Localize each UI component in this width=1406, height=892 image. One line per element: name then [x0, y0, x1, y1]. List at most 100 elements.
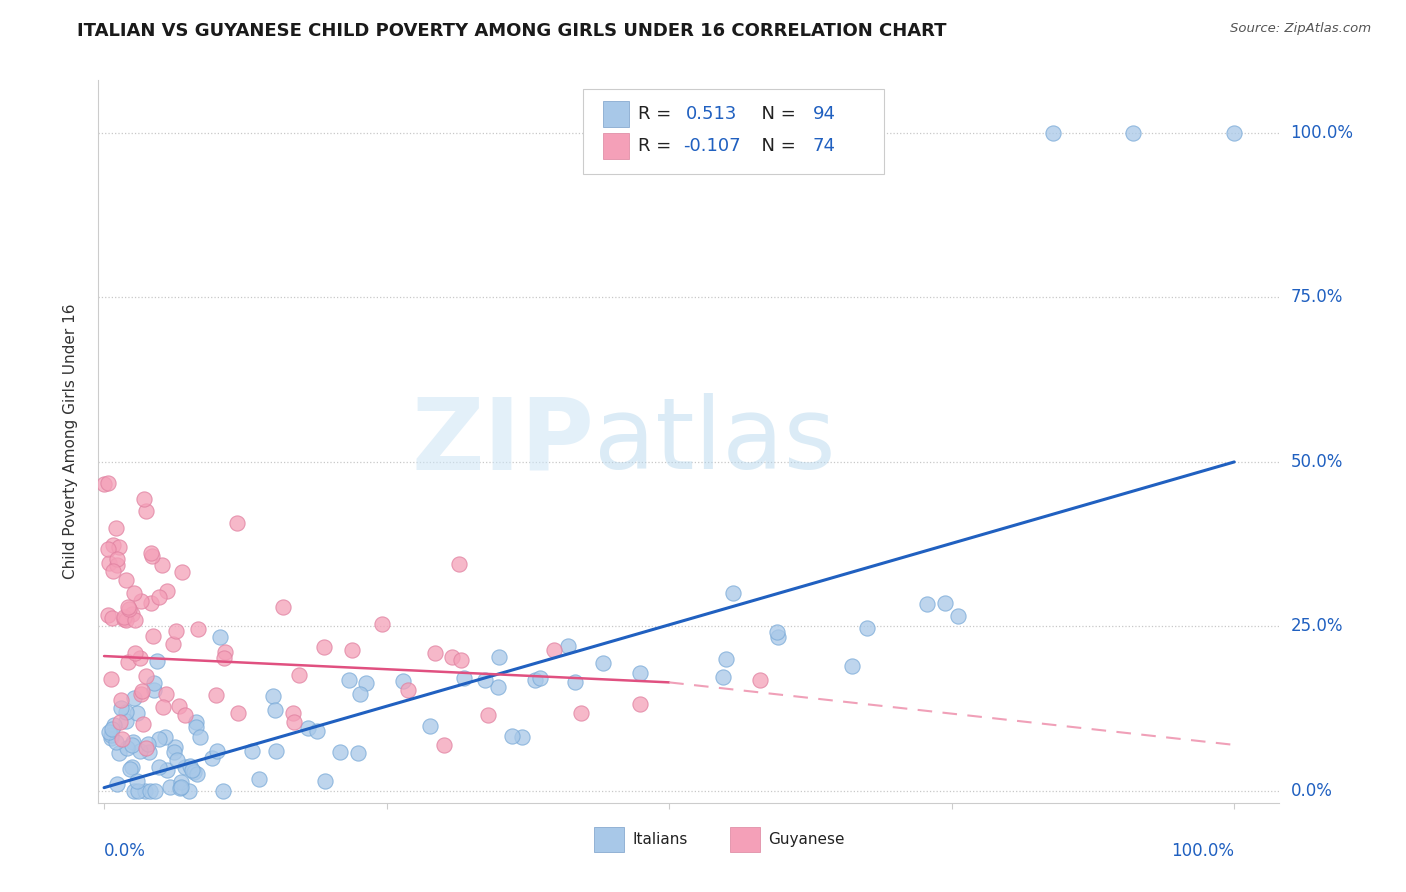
Point [948, 608, 970, 623]
Point [129, 651, 152, 665]
Point [153, 731, 176, 745]
Point [186, 766, 208, 780]
Text: N =: N = [751, 137, 801, 155]
Point [128, 744, 150, 758]
Point [419, 719, 441, 733]
Point [138, 738, 160, 752]
FancyBboxPatch shape [603, 133, 628, 159]
Point [121, 607, 143, 621]
Point [132, 491, 155, 506]
Point [314, 774, 336, 789]
Point [100, 731, 122, 745]
Point [105, 558, 128, 572]
Text: Source: ZipAtlas.com: Source: ZipAtlas.com [1230, 22, 1371, 36]
Point [110, 693, 132, 707]
Point [208, 630, 231, 644]
Point [111, 731, 134, 746]
FancyBboxPatch shape [595, 828, 624, 852]
Point [283, 714, 305, 729]
Point [101, 722, 124, 736]
Point [135, 504, 157, 518]
Point [167, 699, 190, 714]
Point [170, 780, 193, 794]
Point [110, 715, 132, 730]
Point [173, 760, 195, 774]
Point [917, 597, 939, 611]
Text: atlas: atlas [595, 393, 837, 490]
Text: 100.0%: 100.0% [1291, 124, 1354, 142]
Point [127, 774, 149, 789]
Point [124, 614, 146, 628]
Point [162, 637, 184, 651]
Point [100, 728, 122, 742]
Point [205, 688, 228, 702]
Point [131, 683, 153, 698]
Point [107, 552, 129, 566]
FancyBboxPatch shape [603, 101, 628, 128]
Point [271, 600, 294, 615]
Point [337, 673, 360, 688]
Point [347, 747, 370, 761]
Point [112, 609, 135, 624]
Point [124, 691, 146, 706]
Point [148, 591, 170, 605]
Point [340, 642, 363, 657]
Point [225, 516, 247, 531]
Text: R =: R = [638, 137, 678, 155]
Point [108, 541, 131, 555]
Point [165, 624, 187, 638]
Text: 75.0%: 75.0% [1291, 288, 1343, 307]
Point [117, 599, 139, 614]
Point [187, 623, 209, 637]
Point [135, 669, 157, 683]
Point [529, 672, 551, 686]
Point [155, 687, 177, 701]
Point [156, 763, 179, 777]
Point [97, 556, 120, 570]
Point [115, 706, 138, 720]
Point [184, 720, 207, 734]
Point [173, 708, 195, 723]
Point [105, 776, 128, 790]
Point [1042, 126, 1064, 140]
Point [453, 671, 475, 685]
Point [370, 617, 392, 632]
Point [97, 476, 120, 491]
Point [205, 744, 228, 758]
Point [166, 753, 188, 767]
Y-axis label: Child Poverty Among Girls Under 16: Child Poverty Among Girls Under 16 [63, 304, 77, 579]
Point [474, 673, 496, 687]
Point [104, 521, 127, 535]
Point [146, 655, 169, 669]
Point [312, 640, 335, 655]
Point [117, 655, 139, 669]
Point [105, 735, 128, 749]
Point [129, 687, 152, 701]
Point [132, 717, 155, 731]
Point [349, 687, 371, 701]
Point [354, 675, 377, 690]
Point [163, 739, 186, 754]
Point [723, 585, 745, 599]
Point [148, 760, 170, 774]
Point [449, 558, 471, 572]
Point [156, 584, 179, 599]
Point [112, 612, 135, 626]
Point [266, 744, 288, 758]
Point [120, 763, 142, 777]
Text: 50.0%: 50.0% [1291, 453, 1343, 471]
Point [122, 585, 145, 599]
Text: R =: R = [638, 105, 678, 123]
Point [501, 729, 523, 743]
Point [510, 730, 533, 744]
Point [115, 741, 138, 756]
Point [477, 708, 499, 723]
Point [134, 784, 156, 798]
Point [115, 573, 138, 587]
Point [557, 639, 579, 653]
Text: N =: N = [751, 105, 801, 123]
Point [110, 701, 132, 715]
Point [524, 673, 547, 688]
Point [115, 614, 138, 628]
Point [177, 784, 200, 798]
